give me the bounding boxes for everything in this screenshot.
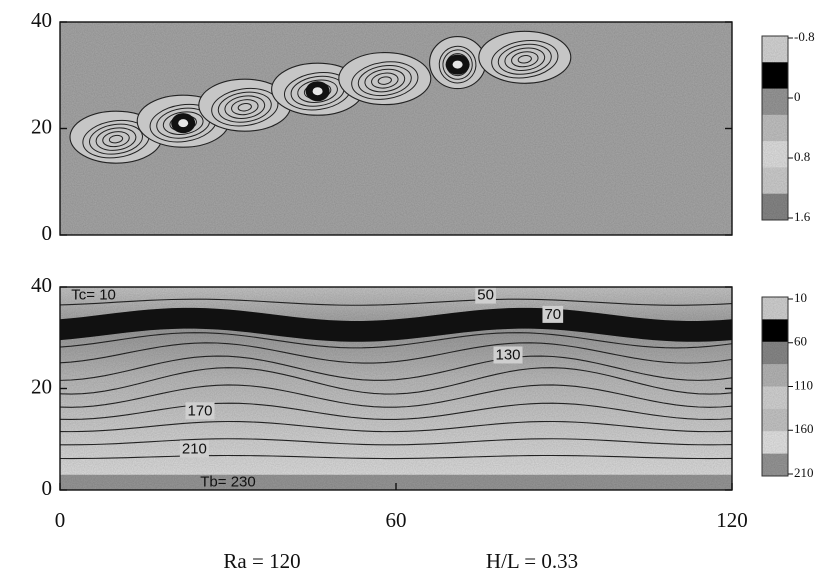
annotation: Tb= 230 bbox=[200, 473, 255, 490]
colorbar-tick-label: 0 bbox=[794, 89, 801, 104]
vortex-contour bbox=[511, 51, 539, 68]
vortex-eye bbox=[312, 87, 323, 96]
contour-line bbox=[59, 342, 733, 364]
vortex-contour bbox=[237, 102, 252, 112]
contour-line bbox=[59, 438, 733, 446]
colorbar-band bbox=[762, 453, 788, 477]
contour-label-bg bbox=[542, 305, 564, 323]
colorbar-tick-label: 1.6 bbox=[794, 209, 811, 224]
colorbar-tick-label: -0.8 bbox=[794, 29, 815, 44]
vortex-contour bbox=[224, 95, 266, 119]
contour-line bbox=[59, 298, 733, 306]
contour-label: 130 bbox=[495, 346, 520, 363]
vortex-contour bbox=[491, 40, 559, 79]
x-tick-label: 0 bbox=[55, 508, 66, 532]
colorbar-tick-label: 10 bbox=[794, 290, 807, 305]
vortex-contour bbox=[217, 91, 272, 123]
vortex-contour bbox=[297, 79, 338, 103]
caption: Ra = 120 bbox=[223, 549, 300, 573]
contour-label: 50 bbox=[477, 287, 494, 304]
hot-band bbox=[60, 474, 732, 490]
vortex-contour bbox=[108, 134, 124, 144]
colorbar-band bbox=[762, 193, 788, 221]
contour-line bbox=[59, 367, 733, 395]
colorbar-tick-label: 60 bbox=[794, 334, 807, 349]
y-tick-label: 40 bbox=[31, 8, 52, 32]
y-tick-label: 20 bbox=[31, 114, 52, 138]
vortex-contour bbox=[89, 123, 143, 155]
colorbar-band bbox=[762, 364, 788, 387]
y-tick-label: 0 bbox=[42, 221, 53, 245]
annotation: Tc= 10 bbox=[71, 287, 116, 304]
colorbar-band bbox=[762, 62, 788, 90]
cold-band bbox=[60, 307, 732, 342]
vortex-contour bbox=[442, 49, 473, 80]
vortex-contour bbox=[102, 131, 130, 148]
y-tick-label: 40 bbox=[31, 273, 52, 297]
contour-label: 210 bbox=[182, 440, 207, 457]
vortex-contour bbox=[231, 99, 259, 116]
colorbar-tick-label: 160 bbox=[794, 421, 814, 436]
vortex-contour bbox=[438, 45, 477, 84]
colorbar-tick-label: 210 bbox=[794, 465, 814, 480]
colorbar-band bbox=[762, 88, 788, 116]
caption: H/L = 0.33 bbox=[486, 549, 578, 573]
colorbar-band bbox=[762, 114, 788, 142]
colorbar-tick-label: 0.8 bbox=[794, 149, 810, 164]
vortex-eye bbox=[452, 60, 463, 69]
contour-label-bg bbox=[493, 346, 523, 364]
colorbar-frame bbox=[761, 35, 789, 221]
colorbar-band bbox=[762, 167, 788, 195]
y-tick-label: 20 bbox=[31, 374, 52, 398]
colorbar-band bbox=[762, 386, 788, 410]
colorbar-band bbox=[762, 141, 788, 168]
contour-line bbox=[59, 355, 733, 381]
colorbar-band bbox=[762, 319, 788, 343]
contour-label-bg bbox=[475, 286, 496, 304]
vortex-eye bbox=[178, 119, 189, 128]
contour-label: 170 bbox=[187, 402, 212, 419]
vortex-contour bbox=[371, 72, 399, 89]
colorbar-band bbox=[762, 408, 788, 432]
vortex-contour bbox=[504, 47, 546, 72]
contour-line bbox=[59, 384, 733, 408]
contour-line bbox=[59, 402, 733, 421]
colorbar-band bbox=[762, 431, 788, 455]
vortex-contour bbox=[377, 76, 392, 85]
vortex-contour bbox=[351, 61, 419, 100]
colorbar-tick-label: 110 bbox=[794, 377, 813, 392]
vortex-contour bbox=[497, 43, 552, 75]
colorbar-band bbox=[762, 341, 788, 365]
contour-line bbox=[59, 454, 733, 460]
x-tick-label: 60 bbox=[386, 508, 407, 532]
vortex-contour bbox=[162, 111, 204, 135]
contour-label-bg bbox=[185, 402, 215, 420]
contour-line bbox=[59, 332, 733, 349]
vortex-contour bbox=[517, 55, 532, 64]
vortex-contour bbox=[95, 127, 137, 151]
vortex-contour bbox=[364, 68, 406, 93]
y-tick-label: 0 bbox=[42, 476, 53, 500]
x-tick-label: 120 bbox=[716, 508, 748, 532]
colorbar-band bbox=[762, 297, 788, 320]
vortex-contour bbox=[357, 65, 412, 97]
contour-line bbox=[59, 420, 733, 433]
colorbar-band bbox=[762, 36, 788, 63]
contour-label: 70 bbox=[544, 306, 561, 323]
contour-label-bg bbox=[179, 440, 209, 458]
